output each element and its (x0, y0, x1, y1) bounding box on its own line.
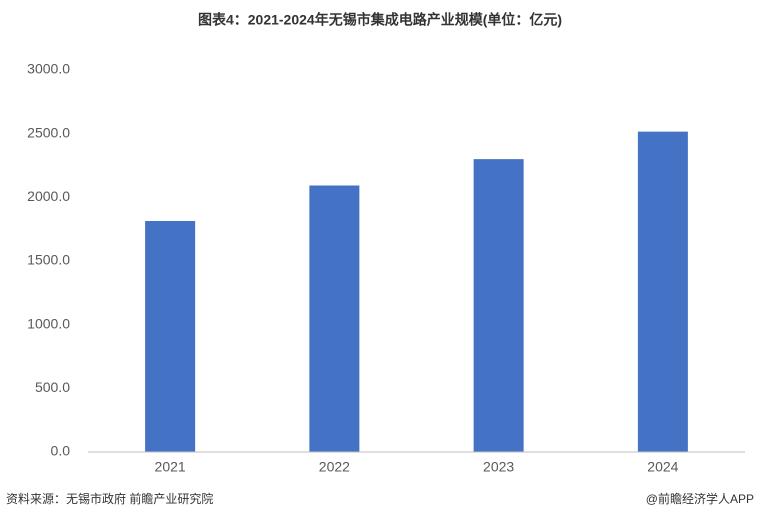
chart-title: 图表4：2021-2024年无锡市集成电路产业规模(单位：亿元) (198, 12, 562, 28)
y-tick-label: 1500.0 (27, 252, 70, 268)
bar (473, 159, 524, 452)
x-tick-label: 2023 (483, 459, 514, 475)
y-tick-label: 3000.0 (27, 61, 70, 77)
y-tick-label: 500.0 (35, 379, 70, 395)
bar (309, 185, 360, 452)
credit: @前瞻经济学人APP (646, 491, 754, 506)
y-tick-label: 2000.0 (27, 188, 70, 204)
x-tick-label: 2022 (319, 459, 350, 475)
bar (145, 221, 196, 452)
x-tick-label: 2024 (647, 459, 678, 475)
y-tick-label: 0.0 (51, 443, 71, 459)
source-note: 资料来源：无锡市政府 前瞻产业研究院 (6, 491, 213, 506)
y-tick-label: 1000.0 (27, 315, 70, 331)
bar (637, 131, 688, 452)
x-tick-label: 2021 (155, 459, 186, 475)
y-tick-label: 2500.0 (27, 124, 70, 140)
